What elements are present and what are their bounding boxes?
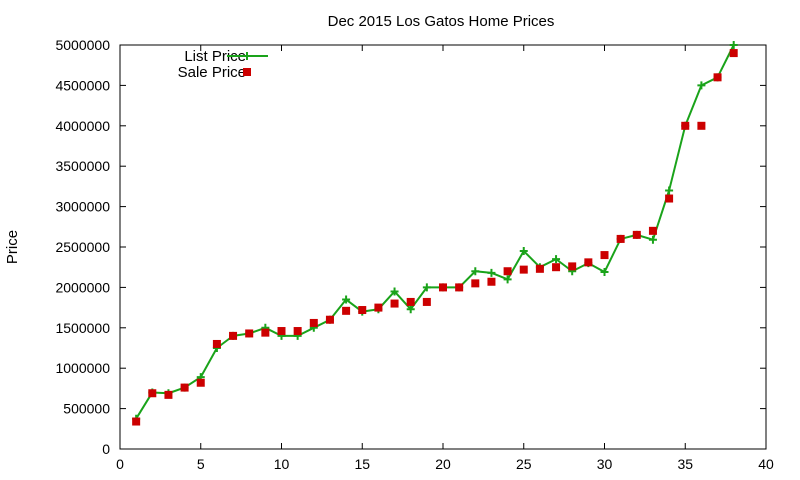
list-price-point	[697, 81, 706, 90]
list-price-point	[471, 267, 480, 276]
legend-label-sale-price: Sale Price	[178, 64, 246, 81]
sale-price-point	[681, 121, 690, 130]
sale-price-point	[342, 306, 351, 315]
sale-price-point	[519, 265, 528, 274]
sale-price-point	[374, 303, 383, 312]
y-tick-label: 500000	[63, 401, 110, 417]
sale-price-point	[584, 258, 593, 267]
y-tick-label: 2000000	[55, 279, 110, 295]
y-tick-label: 4500000	[55, 77, 110, 93]
x-tick-label: 20	[435, 456, 451, 472]
sale-price-point	[568, 262, 577, 271]
sale-price-point	[164, 390, 173, 399]
sale-price-point	[229, 331, 238, 340]
sale-price-point	[293, 327, 302, 336]
sale-price-point	[358, 306, 367, 315]
list-price-point	[552, 255, 561, 264]
x-tick-label: 25	[516, 456, 532, 472]
x-tick-label: 35	[677, 456, 693, 472]
chart-title: Dec 2015 Los Gatos Home Prices	[328, 13, 555, 30]
y-tick-label: 1000000	[55, 360, 110, 376]
y-tick-label: 0	[102, 441, 110, 457]
sale-price-point	[196, 378, 205, 387]
plot-area	[132, 41, 738, 426]
sale-price-point	[277, 327, 286, 336]
sale-price-point	[665, 194, 674, 203]
list-price-point	[422, 283, 431, 292]
sale-price-point	[729, 49, 738, 58]
list-price-point	[648, 235, 657, 244]
x-tick-label: 10	[274, 456, 290, 472]
sale-price-point	[439, 283, 447, 292]
sale-price-point	[212, 339, 221, 348]
sale-price-point	[180, 383, 189, 392]
y-tick-label: 4000000	[55, 118, 110, 134]
sale-price-point	[422, 297, 431, 306]
x-tick-label: 30	[597, 456, 613, 472]
x-tick-label: 5	[197, 456, 205, 472]
sale-price-point	[309, 318, 318, 327]
sale-price-point	[455, 283, 464, 292]
x-tick-label: 40	[758, 456, 774, 472]
y-tick-label: 3000000	[55, 199, 110, 215]
legend-marker-list-price	[243, 52, 251, 60]
list-price-point	[342, 295, 351, 304]
sale-price-point	[503, 267, 512, 276]
sale-price-point	[535, 264, 544, 273]
sale-price-point	[471, 279, 480, 288]
y-tick-label: 3500000	[55, 158, 110, 174]
sale-price-point	[632, 230, 641, 239]
sale-price-point	[148, 389, 157, 398]
plot-frame	[119, 44, 767, 450]
x-tick-label: 0	[116, 456, 124, 472]
sale-price-point	[487, 277, 496, 286]
sale-price-point	[132, 417, 141, 426]
list-price-point	[390, 287, 399, 296]
axis-ticks: 0 5 10 15 20 25 30 35 40 0 500000 1000000 1500000 200…	[55, 37, 774, 472]
sale-price-point	[616, 234, 625, 243]
sale-price-point	[406, 297, 415, 306]
legend-marker-sale-price	[243, 68, 251, 76]
sale-price-point	[600, 251, 609, 260]
legend: List Price Sale Price	[178, 48, 268, 81]
x-tick-label: 15	[354, 456, 370, 472]
sale-price-point	[713, 73, 722, 82]
list-price-point	[406, 305, 415, 314]
sale-price-point	[648, 226, 657, 235]
y-tick-label: 5000000	[55, 37, 110, 53]
list-price-point	[729, 41, 738, 49]
list-price-point	[487, 268, 496, 277]
y-axis-label: Price	[4, 230, 21, 264]
list-price-point	[503, 275, 512, 284]
list-price-point	[665, 186, 674, 195]
sale-price-point	[697, 121, 706, 130]
sale-price-point	[245, 329, 254, 338]
list-price-point	[600, 268, 609, 277]
y-tick-label: 1500000	[55, 320, 110, 336]
sale-price-point	[325, 315, 334, 324]
y-tick-label: 2500000	[55, 239, 110, 255]
sale-price-point	[552, 263, 561, 272]
sale-price-point	[261, 328, 270, 337]
legend-label-list-price: List Price	[184, 48, 246, 65]
sale-price-point	[390, 299, 399, 308]
list-price-point	[519, 247, 528, 256]
